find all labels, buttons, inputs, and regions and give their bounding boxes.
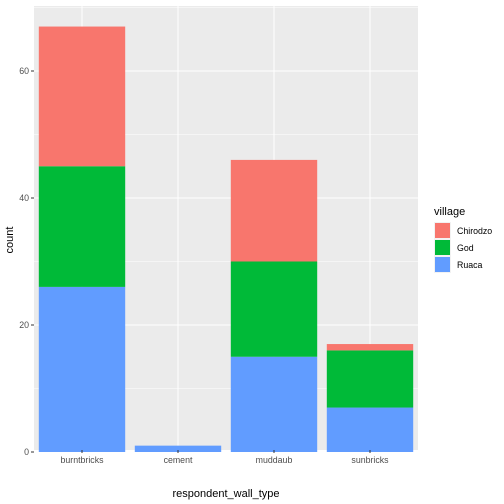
bar-muddaub-ruaca (230, 356, 318, 452)
bar-burntbricks-god (38, 166, 126, 287)
legend: village Chirodzo God Ruaca (434, 206, 492, 273)
y-tick-label: 20 (19, 320, 29, 330)
bar-sunbricks-god (326, 350, 414, 408)
x-tick-label: sunbricks (351, 455, 389, 465)
bars (38, 26, 414, 452)
y-tick-label: 60 (19, 66, 29, 76)
x-axis: burntbricks cement muddaub sunbricks (60, 450, 389, 465)
bar-sunbricks-ruaca (326, 407, 414, 452)
bar-burntbricks-chirodzo (38, 26, 126, 167)
bar-sunbricks-chirodzo (326, 344, 414, 351)
y-axis-title: count (4, 227, 16, 254)
x-tick-label: muddaub (256, 455, 293, 465)
bar-muddaub-chirodzo (230, 159, 318, 262)
x-tick-label: cement (164, 455, 193, 465)
legend-swatch-ruaca (435, 257, 450, 272)
legend-swatch-god (435, 240, 450, 255)
legend-label-ruaca: Ruaca (457, 260, 483, 270)
legend-swatch-chirodzo (435, 223, 450, 238)
x-tick-label: burntbricks (60, 455, 104, 465)
y-tick-label: 40 (19, 193, 29, 203)
bar-burntbricks-ruaca (38, 286, 126, 452)
y-axis: 0 20 40 60 (19, 66, 34, 457)
legend-label-chirodzo: Chirodzo (457, 226, 492, 236)
bar-muddaub-god (230, 261, 318, 357)
x-axis-title: respondent_wall_type (172, 488, 279, 500)
y-tick-label: 0 (24, 447, 29, 457)
legend-label-god: God (457, 243, 474, 253)
legend-title: village (434, 206, 465, 218)
bar-cement-ruaca (134, 445, 222, 452)
